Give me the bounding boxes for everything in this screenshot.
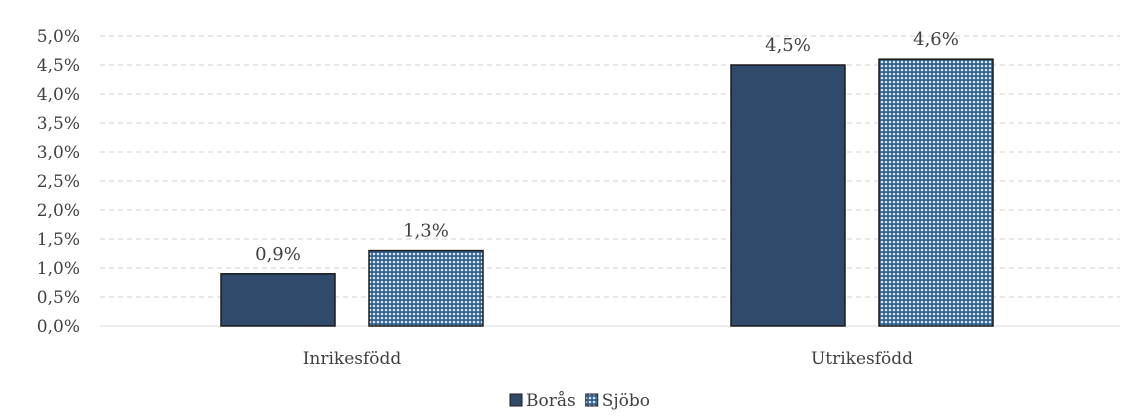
legend: Borås Sjöbo — [509, 391, 650, 411]
data-label: 0,9% — [255, 244, 301, 265]
y-tick-label: 4,5% — [37, 56, 80, 76]
data-label: 4,5% — [765, 35, 811, 56]
y-tick-label: 0,0% — [37, 317, 80, 337]
legend-label: Borås — [526, 391, 576, 411]
bar-boras-utrikesfodd — [730, 64, 846, 327]
x-axis: Inrikesfödd Utrikesfödd — [303, 349, 913, 369]
x-category-label: Inrikesfödd — [303, 349, 402, 369]
y-tick-label: 1,0% — [37, 259, 80, 279]
y-axis: 0,0% 0,5% 1,0% 1,5% 2,0% 2,5% 3,0% 3,5% 4,0% 4,5%… — [37, 27, 80, 337]
bar-boras-inrikesfodd — [220, 273, 336, 327]
bars: 0,9% 1,3% 4,5% 4,6% — [220, 29, 994, 327]
y-tick-label: 1,5% — [37, 230, 80, 250]
data-label: 1,3% — [403, 221, 449, 242]
y-tick-label: 2,0% — [37, 201, 80, 221]
y-tick-label: 0,5% — [37, 288, 80, 308]
y-tick-label: 2,5% — [37, 172, 80, 192]
data-label: 4,6% — [913, 29, 959, 50]
bar-sjobo-utrikesfodd — [878, 58, 994, 327]
legend-swatch — [509, 393, 523, 407]
legend-swatch — [585, 393, 599, 407]
x-category-label: Utrikesfödd — [811, 349, 913, 369]
y-tick-label: 3,0% — [37, 143, 80, 163]
bar-sjobo-inrikesfodd — [368, 249, 484, 327]
legend-label: Sjöbo — [602, 391, 650, 411]
y-tick-label: 5,0% — [37, 27, 80, 47]
y-tick-label: 4,0% — [37, 85, 80, 105]
y-tick-label: 3,5% — [37, 114, 80, 134]
